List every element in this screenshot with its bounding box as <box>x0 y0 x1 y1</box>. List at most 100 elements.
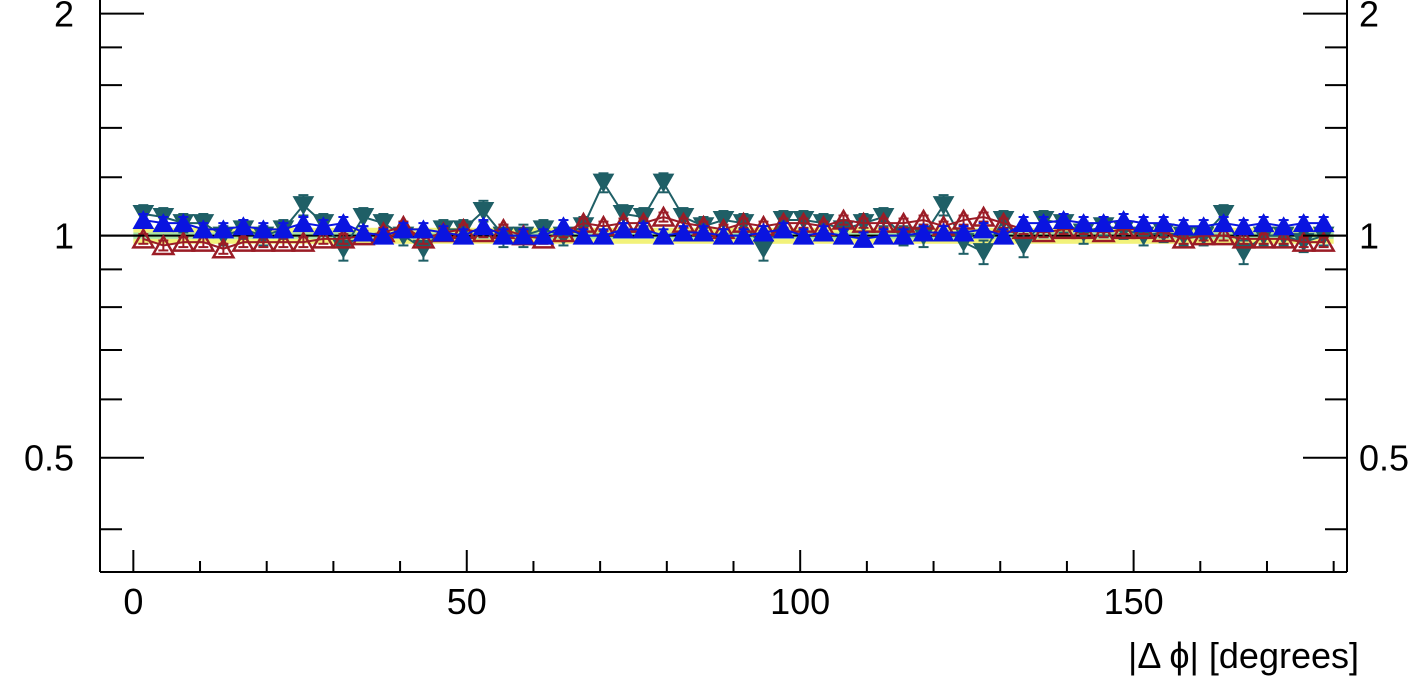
data-point <box>692 222 715 242</box>
data-point <box>1012 236 1035 256</box>
data-point <box>1151 220 1176 243</box>
data-point <box>772 219 795 239</box>
data-point <box>1051 217 1076 240</box>
data-point <box>1251 227 1276 249</box>
data-point <box>1091 220 1116 243</box>
x-axis-title: |Δ ϕ| [degrees] <box>1128 635 1359 676</box>
y-tick-label-left: 2 <box>54 0 74 35</box>
data-point <box>512 225 535 245</box>
data-point <box>411 227 436 249</box>
y-tick-label-right: 0.5 <box>1359 438 1409 479</box>
data-point <box>472 216 495 236</box>
data-point <box>171 230 196 252</box>
data-point <box>432 222 455 242</box>
data-point <box>292 213 315 233</box>
data-point <box>592 173 615 193</box>
data-point <box>1271 227 1296 249</box>
data-point <box>872 208 895 228</box>
data-point <box>472 202 495 222</box>
data-point <box>372 225 395 245</box>
data-point <box>592 225 615 245</box>
uncertainty-band-1 <box>133 238 1334 244</box>
data-point <box>1012 213 1035 233</box>
data-point <box>552 216 575 236</box>
data-point <box>1232 216 1255 236</box>
data-point <box>1192 216 1215 236</box>
data-point <box>172 213 195 233</box>
data-point <box>1032 213 1055 233</box>
data-point <box>251 230 276 252</box>
x-tick-label: 50 <box>447 581 487 622</box>
data-point <box>231 230 256 252</box>
data-point <box>1272 216 1295 236</box>
data-point <box>352 208 375 228</box>
data-point <box>1092 213 1115 233</box>
x-tick-label: 150 <box>1104 581 1164 622</box>
data-point <box>1111 217 1136 240</box>
data-point <box>612 219 635 239</box>
data-point <box>132 210 155 230</box>
data-point <box>212 219 235 239</box>
data-point <box>1112 210 1135 230</box>
data-point <box>1031 220 1056 243</box>
data-point <box>972 243 995 263</box>
data-point <box>732 225 755 245</box>
data-point <box>271 230 296 252</box>
data-point <box>652 173 675 193</box>
data-point <box>992 225 1015 245</box>
data-point <box>1052 210 1075 230</box>
data-point <box>872 225 895 245</box>
data-point <box>152 213 175 233</box>
data-point <box>1072 213 1095 233</box>
data-point <box>452 225 475 245</box>
data-point <box>752 222 775 242</box>
data-series <box>131 172 1336 266</box>
data-point <box>572 225 595 245</box>
data-point <box>1312 213 1335 233</box>
data-point <box>972 219 995 239</box>
data-point <box>1172 216 1195 236</box>
data-point <box>412 219 435 239</box>
series-1-line <box>143 215 1324 250</box>
data-point <box>852 228 875 248</box>
data-point <box>632 208 655 228</box>
data-point <box>272 219 295 239</box>
data-point <box>312 216 335 236</box>
data-point <box>131 227 156 249</box>
data-point <box>812 222 835 242</box>
x-tick-label: 0 <box>123 581 143 622</box>
data-point <box>392 219 415 239</box>
data-point <box>1292 213 1315 233</box>
data-point <box>151 233 176 256</box>
data-point <box>892 225 915 245</box>
data-point <box>792 225 815 245</box>
data-point <box>651 205 676 227</box>
data-point <box>1291 230 1316 252</box>
data-point <box>1311 230 1336 252</box>
data-point <box>492 225 515 245</box>
data-point <box>952 222 975 242</box>
data-point <box>1171 227 1196 249</box>
data-point <box>1191 224 1216 246</box>
data-point <box>672 222 695 242</box>
data-point <box>832 225 855 245</box>
data-point <box>291 230 316 252</box>
data-point <box>252 219 275 239</box>
data-point <box>192 219 215 239</box>
y-tick-label-left: 1 <box>54 216 74 257</box>
data-point <box>211 237 236 259</box>
data-point <box>1211 224 1236 246</box>
data-point <box>1152 213 1175 233</box>
data-point <box>932 196 955 216</box>
data-point <box>632 219 655 239</box>
data-point <box>672 208 695 228</box>
data-point <box>1132 213 1155 233</box>
series-2 <box>132 210 1335 248</box>
y-tick-label-left: 0.5 <box>24 438 74 479</box>
data-point <box>331 227 356 249</box>
data-point <box>712 225 735 245</box>
data-point <box>752 239 775 259</box>
y-tick-label-right: 1 <box>1359 216 1379 257</box>
axes: 0 50 100 150 0.5 0.5 1 1 2 2 <box>24 0 1409 622</box>
